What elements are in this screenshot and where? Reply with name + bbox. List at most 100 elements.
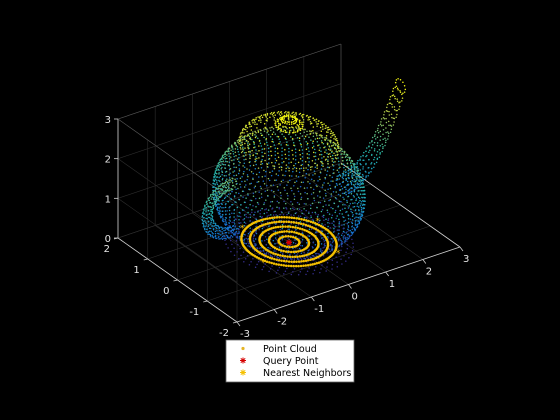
point-cloud-dot xyxy=(285,170,287,172)
point-cloud-dot xyxy=(227,185,229,188)
point-cloud-dot xyxy=(326,126,328,129)
point-cloud-dot xyxy=(351,160,354,163)
point-cloud-dot xyxy=(249,132,252,135)
point-cloud-dot xyxy=(348,169,350,171)
point-cloud-dot xyxy=(346,236,348,239)
point-cloud-dot xyxy=(327,217,330,220)
point-cloud-dot xyxy=(238,222,240,224)
point-cloud-dot xyxy=(281,161,283,164)
point-cloud-dot xyxy=(264,208,266,211)
point-cloud-dot xyxy=(266,112,269,115)
point-cloud-dot xyxy=(328,213,331,215)
point-cloud-dot xyxy=(297,161,300,164)
point-cloud-dot xyxy=(313,180,315,182)
nearest-neighbor-point xyxy=(290,216,294,219)
point-cloud-dot xyxy=(254,238,257,240)
point-cloud-dot xyxy=(364,178,367,181)
point-cloud-dot xyxy=(232,150,234,153)
point-cloud-dot xyxy=(384,144,386,147)
point-cloud-dot xyxy=(256,127,258,129)
point-cloud-dot xyxy=(283,116,286,118)
point-cloud-dot xyxy=(201,222,204,225)
point-cloud-dot xyxy=(235,240,238,242)
point-cloud-dot xyxy=(376,136,379,138)
point-cloud-dot xyxy=(239,146,242,149)
nearest-neighbor-point xyxy=(266,255,270,259)
point-cloud-dot xyxy=(356,173,359,176)
point-cloud-dot xyxy=(324,138,326,141)
point-cloud-dot xyxy=(229,237,231,239)
point-cloud-dot xyxy=(299,129,302,132)
point-cloud-dot xyxy=(268,225,270,228)
point-cloud-dot xyxy=(359,205,362,207)
point-cloud-dot xyxy=(230,232,232,234)
point-cloud-dot xyxy=(293,144,295,146)
point-cloud-dot xyxy=(261,175,264,178)
point-cloud-dot xyxy=(229,239,232,242)
point-cloud-dot xyxy=(218,229,221,232)
point-cloud-dot xyxy=(386,103,389,106)
nearest-neighbor-point xyxy=(297,260,301,263)
point-cloud-dot xyxy=(216,224,218,227)
point-cloud-dot xyxy=(202,220,205,223)
point-cloud-dot xyxy=(211,234,213,237)
point-cloud-dot xyxy=(342,173,344,175)
point-cloud-dot xyxy=(253,235,255,238)
point-cloud-dot xyxy=(377,124,380,127)
point-cloud-dot xyxy=(341,213,343,215)
point-cloud-dot xyxy=(308,136,310,139)
point-cloud-dot xyxy=(265,116,268,118)
point-cloud-dot xyxy=(316,195,319,197)
point-cloud-dot xyxy=(314,211,316,214)
point-cloud-dot xyxy=(328,128,330,131)
point-cloud-dot xyxy=(373,162,376,165)
point-cloud-dot xyxy=(299,221,302,223)
point-cloud-dot xyxy=(213,177,215,179)
point-cloud-dot xyxy=(254,232,257,234)
point-cloud-dot xyxy=(360,200,363,203)
point-cloud-dot xyxy=(253,186,256,189)
point-cloud-dot xyxy=(221,171,224,173)
point-cloud-dot xyxy=(248,135,251,137)
point-cloud-dot xyxy=(232,148,234,150)
x-tick-mark xyxy=(311,296,315,302)
point-cloud-dot xyxy=(294,122,297,124)
point-cloud-dot xyxy=(343,220,345,222)
point-cloud-dot xyxy=(272,214,275,216)
y-tick-label: 2 xyxy=(104,244,110,255)
nearest-neighbor-point xyxy=(300,218,303,221)
point-cloud-dot xyxy=(302,119,305,121)
point-cloud-dot xyxy=(312,151,315,154)
point-cloud-dot xyxy=(310,178,313,180)
point-cloud-dot xyxy=(347,218,350,220)
nearest-neighbor-point xyxy=(289,250,293,254)
point-cloud-dot xyxy=(291,189,293,192)
point-cloud-dot xyxy=(348,205,350,207)
point-cloud-dot xyxy=(254,121,256,123)
point-cloud-dot xyxy=(391,106,394,108)
point-cloud-dot xyxy=(355,212,357,215)
point-cloud-dot xyxy=(346,244,349,246)
point-cloud-dot xyxy=(333,224,335,226)
point-cloud-dot xyxy=(365,150,367,152)
point-cloud-dot xyxy=(268,214,270,217)
nearest-neighbor-point xyxy=(286,225,290,228)
point-cloud-dot xyxy=(225,213,227,216)
nearest-neighbor-point xyxy=(259,218,263,222)
x-tick-label: 1 xyxy=(389,279,395,290)
point-cloud-dot xyxy=(265,252,268,254)
nearest-neighbor-point xyxy=(295,231,298,235)
point-cloud-dot xyxy=(329,174,331,177)
point-cloud-dot xyxy=(335,149,338,151)
point-cloud-dot xyxy=(235,228,238,230)
point-cloud-dot xyxy=(322,205,324,208)
point-cloud-dot xyxy=(319,171,322,173)
point-cloud-dot xyxy=(350,231,353,233)
point-cloud-dot xyxy=(324,233,327,236)
point-cloud-dot xyxy=(310,139,312,141)
point-cloud-dot xyxy=(258,228,260,231)
nearest-neighbor-point xyxy=(311,263,314,266)
point-cloud-dot xyxy=(255,156,257,158)
point-cloud-dot xyxy=(298,123,301,126)
point-cloud-dot xyxy=(205,217,207,220)
